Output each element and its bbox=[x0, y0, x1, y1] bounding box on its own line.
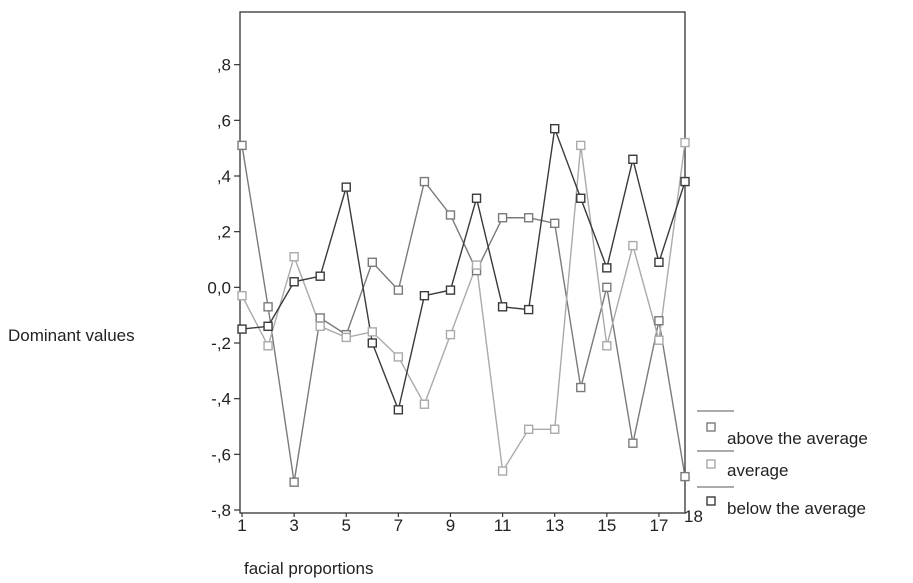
data-point-marker bbox=[602, 282, 612, 293]
data-point-marker bbox=[237, 140, 247, 151]
data-point-marker bbox=[523, 213, 534, 223]
data-point-marker bbox=[628, 240, 638, 251]
data-point-marker bbox=[419, 290, 430, 301]
y-tick-label: -,6 bbox=[211, 445, 231, 464]
data-point-marker bbox=[289, 477, 299, 487]
data-point-marker bbox=[680, 471, 690, 482]
data-point-marker bbox=[315, 271, 325, 281]
series-line-0 bbox=[241, 145, 686, 483]
data-point-marker bbox=[471, 260, 482, 270]
x-tick-label: 17 bbox=[649, 516, 668, 535]
legend-marker bbox=[706, 496, 716, 506]
data-point-marker bbox=[263, 302, 273, 312]
series-line-1 bbox=[241, 142, 686, 474]
y-axis-ticks: -,8 -,6 -,4 -,2 0,0 ,2 ,4 ,6 ,8 bbox=[207, 56, 240, 520]
y-tick-label: -,4 bbox=[211, 390, 231, 409]
data-point-marker bbox=[654, 335, 664, 345]
y-tick-label: ,6 bbox=[217, 111, 231, 130]
x-tick-label: 13 bbox=[545, 516, 564, 535]
data-point-marker bbox=[419, 399, 430, 409]
data-point-marker bbox=[550, 424, 560, 434]
x-tick-label: 15 bbox=[597, 516, 616, 535]
data-point-marker bbox=[263, 321, 273, 331]
x-tick-label: 3 bbox=[289, 516, 298, 535]
series-line-2 bbox=[241, 128, 686, 413]
x-axis-ticks: 1 3 5 7 9 11 13 15 17 18 bbox=[237, 507, 703, 535]
data-point-marker bbox=[628, 438, 638, 448]
data-point-marker bbox=[523, 304, 534, 315]
data-point-marker bbox=[289, 277, 299, 287]
x-axis-title: facial proportions bbox=[244, 559, 373, 578]
data-point-marker bbox=[550, 123, 560, 134]
x-tick-label: 11 bbox=[494, 516, 512, 535]
data-point-marker bbox=[576, 193, 586, 203]
x-tick-label: 9 bbox=[446, 516, 455, 535]
data-point-marker bbox=[315, 321, 325, 331]
data-point-marker bbox=[341, 332, 351, 343]
data-point-marker bbox=[497, 466, 508, 476]
x-tick-label: 18 bbox=[684, 507, 703, 526]
data-point-marker bbox=[654, 257, 664, 267]
data-point-marker bbox=[315, 313, 325, 323]
y-tick-label: -,2 bbox=[211, 334, 231, 353]
legend-marker bbox=[706, 422, 716, 432]
data-point-marker bbox=[602, 341, 612, 351]
series-markers bbox=[237, 123, 690, 487]
y-tick-label: 0,0 bbox=[207, 278, 231, 297]
data-point-marker bbox=[576, 140, 586, 151]
data-point-marker bbox=[497, 302, 508, 312]
legend: above the average average below the averag… bbox=[697, 410, 868, 518]
data-point-marker bbox=[237, 290, 247, 301]
data-point-marker bbox=[497, 213, 508, 223]
data-point-marker bbox=[680, 176, 690, 187]
y-tick-label: ,4 bbox=[217, 167, 231, 186]
data-point-marker bbox=[393, 285, 404, 295]
data-point-marker bbox=[445, 329, 456, 340]
data-point-marker bbox=[550, 218, 560, 229]
x-tick-label: 5 bbox=[342, 516, 351, 535]
data-point-marker bbox=[602, 263, 612, 273]
data-point-marker bbox=[367, 257, 377, 267]
data-point-marker bbox=[341, 182, 351, 192]
x-tick-label: 1 bbox=[237, 516, 246, 535]
legend-label: above the average bbox=[727, 429, 868, 448]
plot-area-frame bbox=[239, 11, 686, 514]
data-point-marker bbox=[393, 352, 404, 362]
legend-marker bbox=[706, 459, 716, 469]
data-point-marker bbox=[237, 324, 247, 334]
y-tick-label: ,8 bbox=[217, 56, 231, 75]
data-point-marker bbox=[263, 341, 273, 351]
legend-label: below the average bbox=[727, 499, 866, 518]
data-point-marker bbox=[628, 154, 638, 165]
data-point-marker bbox=[367, 327, 377, 337]
data-point-marker bbox=[523, 424, 534, 434]
data-point-marker bbox=[654, 316, 664, 326]
x-tick-label: 7 bbox=[394, 516, 403, 535]
data-point-marker bbox=[576, 382, 586, 393]
y-tick-label: ,2 bbox=[217, 223, 231, 242]
y-tick-label: -,8 bbox=[211, 501, 231, 520]
data-point-marker bbox=[367, 338, 377, 348]
data-point-marker bbox=[680, 137, 690, 148]
series-lines bbox=[241, 128, 686, 483]
data-point-marker bbox=[289, 252, 299, 262]
legend-label: average bbox=[727, 461, 788, 480]
data-point-marker bbox=[445, 210, 456, 220]
data-point-marker bbox=[393, 405, 404, 415]
y-axis-title: Dominant values bbox=[8, 326, 135, 345]
data-point-marker bbox=[419, 176, 430, 187]
data-point-marker bbox=[471, 193, 482, 203]
data-point-marker bbox=[445, 285, 456, 295]
